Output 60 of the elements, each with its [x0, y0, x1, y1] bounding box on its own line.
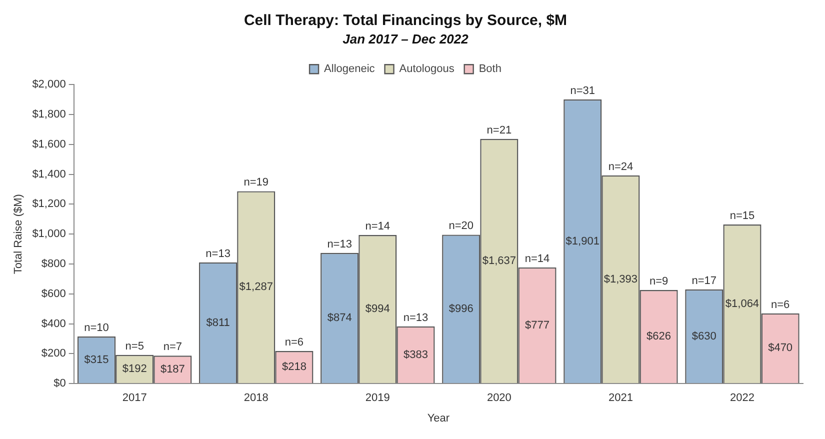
annotation: n=21 [486, 124, 512, 136]
data-label: $626 [646, 330, 672, 343]
annotation: n=14 [524, 252, 550, 265]
y-tick-label: $200 [41, 348, 66, 360]
x-tick-label: 2018 [244, 392, 268, 404]
data-label: $777 [525, 319, 550, 332]
chart-subtitle: Jan 2017 – Dec 2022 [342, 31, 470, 46]
data-label: $1,064 [725, 298, 760, 310]
annotation: n=24 [608, 160, 634, 173]
data-label: $1,637 [482, 255, 516, 268]
annotation: n=6 [770, 298, 790, 311]
annotation: n=19 [244, 176, 269, 189]
y-tick-label: $0 [54, 378, 66, 390]
y-tick-label: $1,400 [32, 168, 66, 180]
y-tick-label: $1,200 [32, 198, 66, 210]
data-label: $996 [448, 302, 474, 315]
annotation: n=31 [570, 84, 596, 97]
x-tick-label: 2019 [365, 392, 390, 404]
annotation: n=14 [365, 220, 390, 233]
chart-title: Cell Therapy: Total Financings by Source, $M [244, 12, 568, 30]
data-label: $192 [122, 363, 147, 376]
legend-label: Autologous [399, 63, 455, 76]
data-label: $470 [768, 342, 793, 354]
annotation: n=9 [649, 276, 668, 288]
annotation: n=7 [163, 341, 182, 354]
annotation: n=20 [448, 220, 474, 232]
x-tick-label: 2017 [122, 392, 147, 404]
x-axis-title: Year [427, 412, 450, 424]
y-tick-label: $1,000 [32, 228, 66, 240]
y-tick-label: $400 [41, 318, 66, 330]
annotation: n=13 [403, 312, 428, 324]
annotation: n=6 [284, 336, 304, 349]
y-axis-title: Total Raise ($M) [12, 194, 25, 274]
y-tick-label: $1,800 [32, 108, 66, 121]
y-tick-label: $800 [41, 258, 66, 270]
data-label: $1,901 [566, 235, 600, 248]
annotation: n=13 [327, 238, 352, 250]
annotation: n=17 [692, 274, 717, 287]
data-label: $874 [327, 312, 352, 324]
data-label: $1,393 [604, 273, 638, 286]
x-tick-label: 2020 [486, 392, 512, 404]
data-label: $315 [84, 354, 109, 366]
annotation: n=15 [730, 210, 755, 222]
data-label: $811 [206, 316, 230, 329]
y-tick-label: $2,000 [32, 78, 66, 91]
y-tick-label: $600 [41, 288, 66, 300]
x-tick-label: 2022 [730, 392, 754, 404]
data-label: $1,287 [239, 281, 273, 294]
annotation: n=13 [206, 248, 230, 260]
legend-label: Both [478, 63, 502, 76]
annotation: n=5 [125, 340, 144, 352]
data-label: $218 [282, 361, 306, 374]
data-label: $630 [692, 330, 716, 342]
y-tick-label: $1,600 [32, 138, 66, 150]
data-label: $994 [365, 303, 390, 316]
x-tick-label: 2021 [608, 392, 633, 404]
data-label: $383 [403, 348, 428, 361]
data-label: $187 [160, 363, 185, 376]
annotation: n=10 [84, 322, 109, 334]
legend-label: Allogeneic [324, 63, 376, 76]
